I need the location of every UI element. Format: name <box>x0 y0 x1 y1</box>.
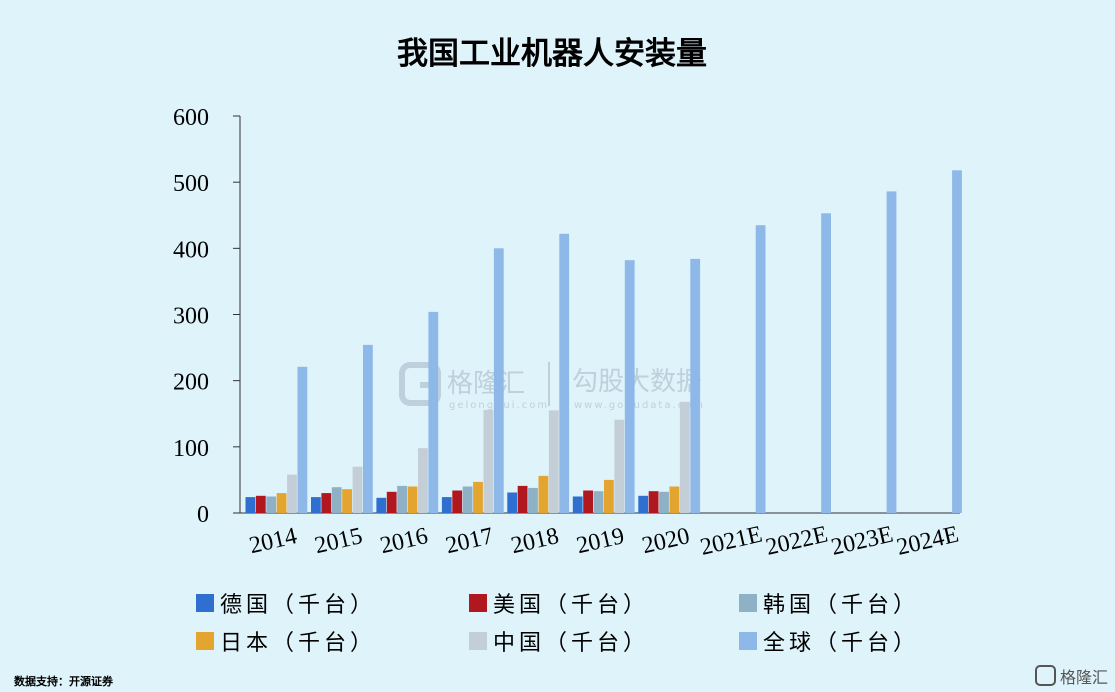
watermark-partner-url: www.gogudata.com <box>574 400 705 411</box>
y-tick-label: 600 <box>173 105 209 131</box>
x-tick-label: 2020 <box>640 523 693 559</box>
bar-japan-2017 <box>473 481 483 513</box>
axes: 0 100 200 300 400 500 600 <box>173 105 960 528</box>
x-tick-label: 2018 <box>509 523 562 559</box>
bar-usa-2019 <box>583 490 593 513</box>
bar-korea-2014 <box>266 496 277 513</box>
bar-japan-2018 <box>538 475 549 513</box>
bar-korea-2020 <box>659 491 669 513</box>
bar-usa-2015 <box>321 493 332 513</box>
legend-swatch-korea <box>739 594 757 612</box>
bar-germany-2020 <box>638 495 649 513</box>
bar-korea-2018 <box>528 487 538 513</box>
source-note: 数据支持：开源证券 <box>14 674 114 688</box>
bar-germany-2019 <box>572 496 583 513</box>
watermark-partner: 勾股大数据 <box>572 367 702 397</box>
x-tick-label: 2019 <box>574 523 627 559</box>
x-tick-label: 2014 <box>247 523 300 559</box>
legend-swatch-japan <box>196 632 214 650</box>
y-tick-label: 100 <box>173 436 209 462</box>
bar-germany-2017 <box>441 497 452 513</box>
bar-japan-2016 <box>407 486 418 513</box>
bar-global-2021e <box>755 225 766 513</box>
bar-china-2016 <box>418 448 428 513</box>
bar-korea-2016 <box>397 485 407 513</box>
y-tick-label: 0 <box>197 502 209 528</box>
bar-korea-2019 <box>593 491 604 513</box>
y-tick-label: 200 <box>173 370 209 396</box>
legend-label: 德国（千台） <box>220 593 376 618</box>
watermark-brand: 格隆汇 <box>447 369 525 399</box>
bar-china-2017 <box>483 409 494 513</box>
x-tick-label: 2021E <box>698 521 765 560</box>
bar-china-2019 <box>614 419 625 513</box>
bar-korea-2017 <box>462 486 473 513</box>
bar-germany-2016 <box>376 497 387 513</box>
bar-global-2019 <box>624 260 635 513</box>
bar-global-2020 <box>690 258 701 513</box>
bar-china-2014 <box>287 474 297 513</box>
legend-label: 韩国（千台） <box>763 593 919 618</box>
bars <box>245 170 962 514</box>
bar-germany-2014 <box>245 497 256 513</box>
x-tick-label: 2024E <box>894 521 961 560</box>
y-tick-label: 400 <box>173 237 209 263</box>
bar-global-2018 <box>559 233 570 514</box>
bar-global-2016 <box>428 311 439 513</box>
bar-global-2014 <box>297 366 308 513</box>
bar-germany-2015 <box>311 497 321 513</box>
legend-swatch-global <box>739 632 757 650</box>
x-tick-label: 2023E <box>829 521 896 560</box>
corner-brand: 格隆汇 <box>1060 668 1108 687</box>
bar-global-2024e <box>952 170 962 514</box>
legend-swatch-usa <box>469 594 487 612</box>
bar-global-2017 <box>493 248 504 514</box>
legend: 德国（千台） 美国（千台） 韩国（千台） 日本（千台） 中国（千台） 全球（千台） <box>196 593 919 656</box>
bar-usa-2018 <box>517 485 528 513</box>
watermark-divider <box>548 362 550 406</box>
bar-global-2022e <box>821 213 831 514</box>
legend-label: 日本（千台） <box>220 631 376 656</box>
legend-label: 美国（千台） <box>493 593 649 618</box>
bar-china-2020 <box>679 401 690 513</box>
x-tick-label: 2015 <box>312 523 365 559</box>
bar-japan-2019 <box>604 479 614 513</box>
watermark: 格隆汇 gelonghui.com 勾股大数据 www.gogudata.com <box>399 362 705 411</box>
bar-japan-2020 <box>669 486 680 513</box>
x-tick-label: 2016 <box>378 523 431 559</box>
corner-logo: 格隆汇 <box>1035 665 1108 687</box>
bar-china-2018 <box>548 410 559 513</box>
bar-korea-2015 <box>331 487 342 513</box>
legend-label: 中国（千台） <box>493 631 649 656</box>
x-tick-label: 2022E <box>763 521 830 560</box>
legend-swatch-germany <box>196 594 214 612</box>
bar-japan-2015 <box>342 489 352 513</box>
y-tick-label: 300 <box>173 304 209 330</box>
bar-usa-2020 <box>648 491 659 513</box>
chart-title: 我国工业机器人安装量 <box>397 36 707 72</box>
bar-china-2015 <box>352 466 363 513</box>
legend-swatch-china <box>469 632 487 650</box>
bar-usa-2017 <box>452 490 463 513</box>
x-tick-label: 2017 <box>443 523 496 559</box>
bar-usa-2016 <box>386 491 397 513</box>
bar-japan-2014 <box>276 493 287 513</box>
bar-global-2023e <box>886 191 897 513</box>
legend-label: 全球（千台） <box>763 631 919 656</box>
x-axis-ticks: 2014 2015 2016 2017 2018 2019 2020 2021E2022E20… <box>247 521 961 560</box>
bar-global-2015 <box>363 344 373 513</box>
y-tick-label: 500 <box>173 171 209 197</box>
bar-germany-2018 <box>507 492 518 513</box>
gelonghui-corner-icon <box>1035 665 1056 686</box>
bar-usa-2014 <box>255 495 266 513</box>
